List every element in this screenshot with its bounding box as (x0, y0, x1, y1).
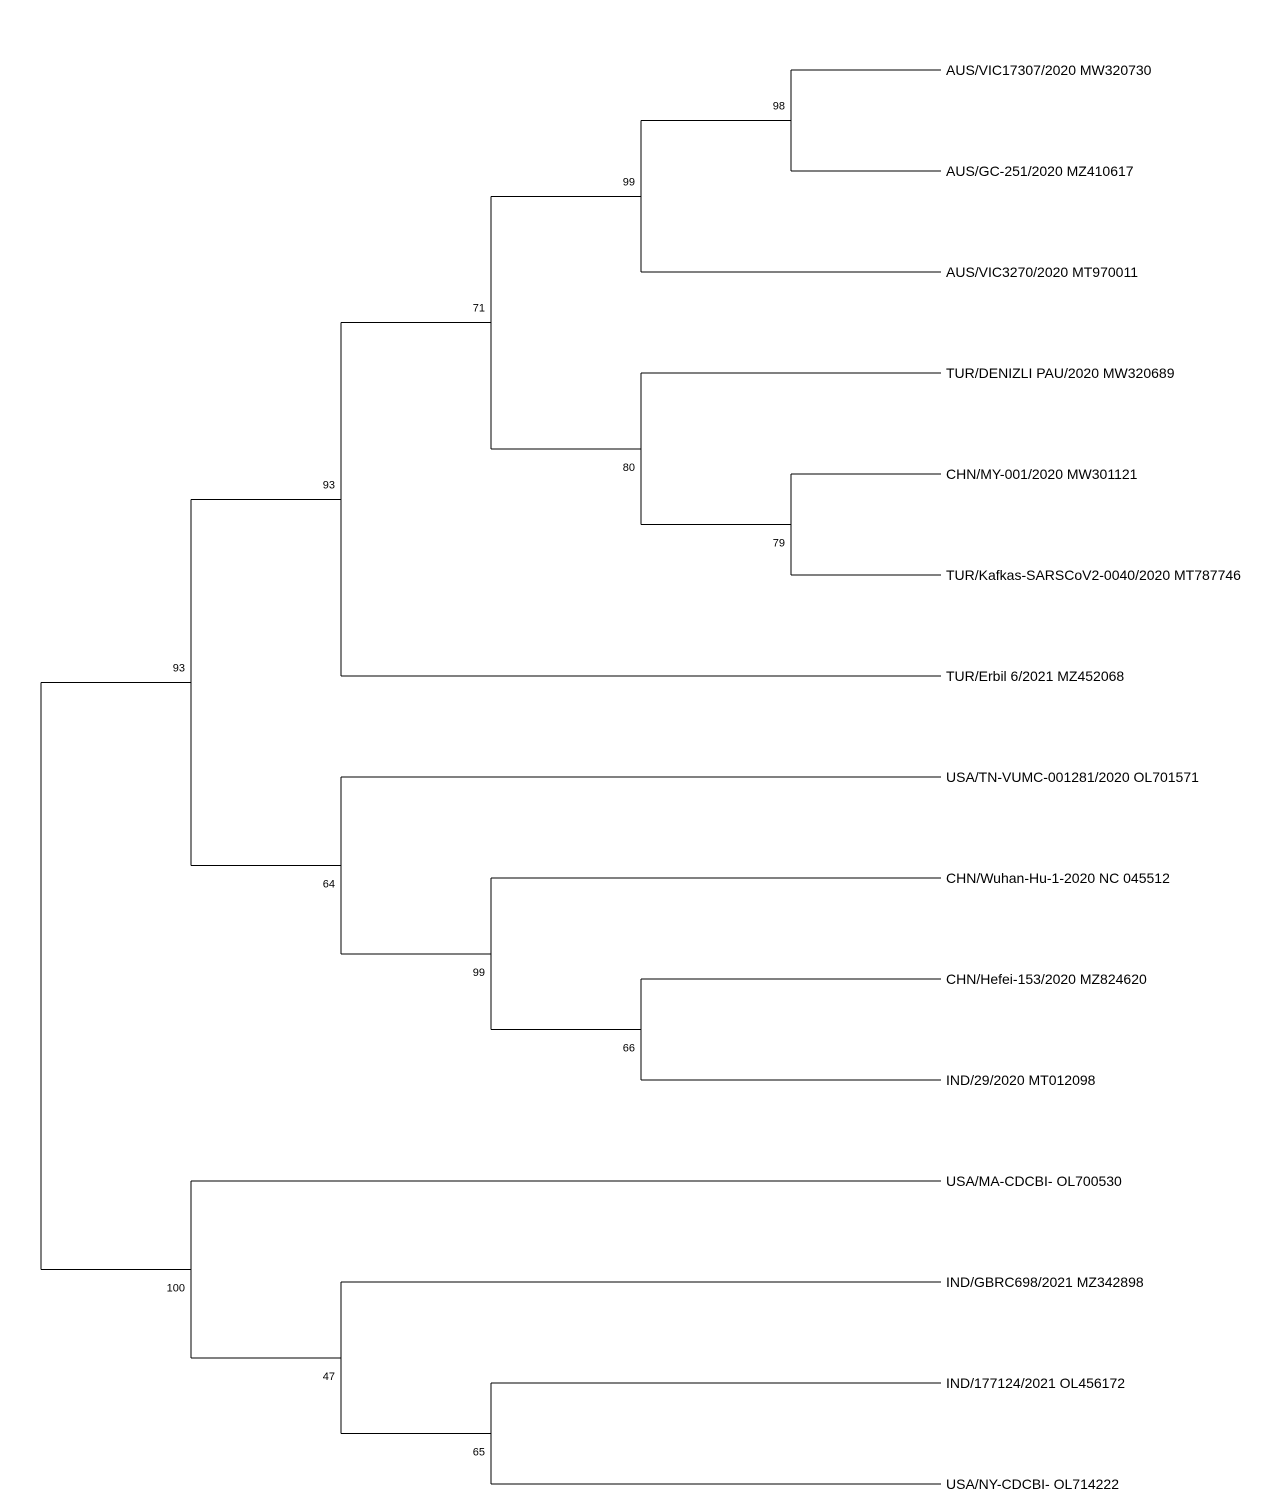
support-value: 98 (773, 101, 785, 113)
taxon-labels: AUS/VIC17307/2020 MW320730 AUS/GC-251/202… (946, 62, 1241, 1492)
support-value: 79 (773, 538, 785, 550)
taxon-label: CHN/Hefei-153/2020 MZ824620 (946, 971, 1147, 987)
bootstrap-support-values: 93 93 71 99 98 80 79 64 99 66 100 47 65 (167, 101, 785, 1459)
support-value: 93 (323, 479, 335, 491)
taxon-label: AUS/GC-251/2020 MZ410617 (946, 163, 1134, 179)
taxon-label: IND/29/2020 MT012098 (946, 1072, 1096, 1088)
tree-branches (40, 69, 941, 1485)
support-value: 93 (173, 662, 185, 674)
support-value: 99 (473, 967, 485, 979)
support-value: 66 (623, 1043, 635, 1055)
taxon-label: AUS/VIC17307/2020 MW320730 (946, 62, 1152, 78)
support-value: 71 (473, 303, 485, 315)
support-value: 100 (167, 1282, 185, 1294)
support-value: 99 (623, 176, 635, 188)
taxon-label: USA/MA-CDCBI- OL700530 (946, 1173, 1122, 1189)
support-value: 80 (623, 462, 635, 474)
taxon-label: TUR/Kafkas-SARSCoV2-0040/2020 MT787746 (946, 567, 1241, 583)
taxon-label: CHN/Wuhan-Hu-1-2020 NC 045512 (946, 870, 1170, 886)
taxon-label: AUS/VIC3270/2020 MT970011 (946, 264, 1138, 280)
taxon-label: TUR/DENIZLI PAU/2020 MW320689 (946, 365, 1175, 381)
taxon-label: USA/TN-VUMC-001281/2020 OL701571 (946, 769, 1199, 785)
taxon-label: IND/177124/2021 OL456172 (946, 1375, 1125, 1391)
taxon-label: CHN/MY-001/2020 MW301121 (946, 466, 1138, 482)
support-value: 65 (473, 1447, 485, 1459)
support-value: 64 (323, 878, 335, 890)
support-value: 47 (323, 1371, 335, 1383)
taxon-label: TUR/Erbil 6/2021 MZ452068 (946, 668, 1124, 684)
taxon-label: IND/GBRC698/2021 MZ342898 (946, 1274, 1144, 1290)
taxon-label: USA/NY-CDCBI- OL714222 (946, 1476, 1119, 1492)
